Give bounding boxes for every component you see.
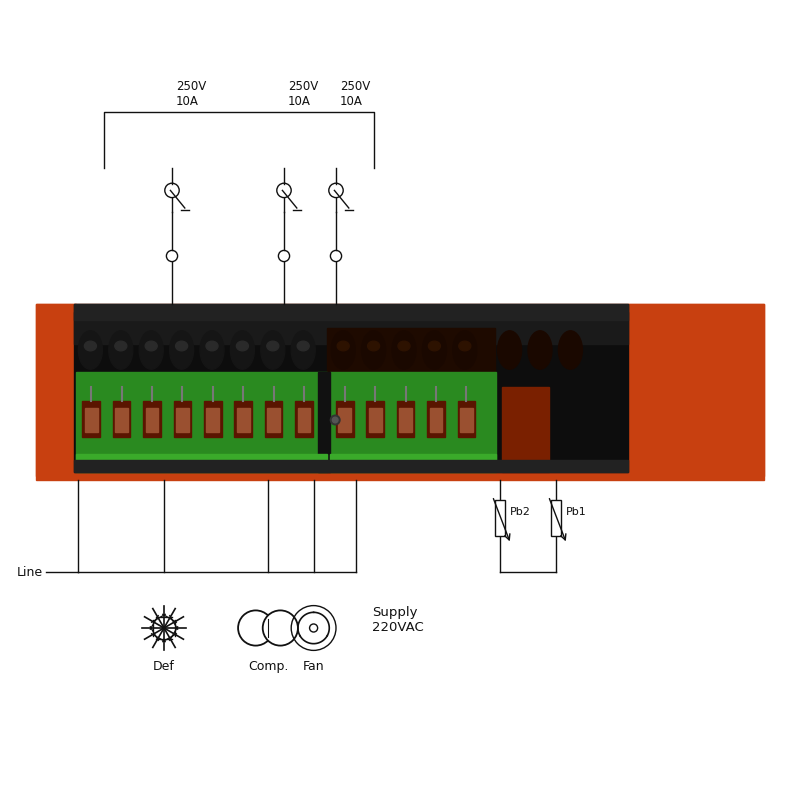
Bar: [174, 401, 191, 437]
Bar: [397, 401, 414, 437]
Ellipse shape: [139, 331, 163, 370]
Ellipse shape: [528, 331, 552, 370]
Bar: [36, 304, 764, 480]
Bar: [336, 401, 354, 437]
Ellipse shape: [206, 341, 218, 350]
Ellipse shape: [146, 341, 157, 350]
Ellipse shape: [170, 331, 194, 370]
Ellipse shape: [291, 331, 315, 370]
Ellipse shape: [498, 331, 522, 370]
Ellipse shape: [237, 341, 249, 350]
Ellipse shape: [331, 331, 355, 370]
Bar: [36, 304, 76, 476]
Text: Line: Line: [16, 566, 42, 578]
Bar: [430, 408, 442, 432]
Text: Def: Def: [153, 660, 175, 673]
Ellipse shape: [176, 341, 188, 350]
Bar: [74, 312, 628, 344]
Text: 250V
10A: 250V 10A: [288, 80, 318, 108]
Text: Pb2: Pb2: [510, 506, 531, 517]
Circle shape: [262, 610, 298, 646]
Ellipse shape: [453, 331, 477, 370]
Ellipse shape: [200, 331, 224, 370]
Bar: [115, 408, 128, 432]
Bar: [143, 401, 161, 437]
Ellipse shape: [338, 341, 350, 350]
Bar: [295, 401, 313, 437]
Bar: [369, 408, 382, 432]
Ellipse shape: [230, 331, 254, 370]
Ellipse shape: [558, 331, 582, 370]
Bar: [327, 328, 495, 372]
Bar: [550, 500, 561, 536]
Bar: [82, 401, 100, 437]
Bar: [399, 408, 412, 432]
Bar: [330, 372, 496, 472]
Ellipse shape: [266, 341, 278, 350]
Text: Pb1: Pb1: [566, 506, 586, 517]
Bar: [502, 387, 549, 472]
Bar: [318, 372, 330, 472]
Ellipse shape: [330, 415, 340, 425]
Bar: [76, 454, 327, 468]
Ellipse shape: [109, 331, 133, 370]
Bar: [113, 401, 130, 437]
Bar: [206, 408, 219, 432]
Text: 250V
10A: 250V 10A: [340, 80, 370, 108]
Ellipse shape: [85, 341, 97, 350]
Bar: [74, 304, 628, 472]
Bar: [234, 401, 252, 437]
Bar: [85, 408, 98, 432]
Ellipse shape: [429, 341, 441, 350]
Circle shape: [310, 624, 318, 632]
Ellipse shape: [422, 331, 446, 370]
Ellipse shape: [78, 331, 102, 370]
Bar: [146, 408, 158, 432]
Bar: [76, 372, 327, 472]
Text: Fan: Fan: [302, 660, 325, 673]
Bar: [338, 408, 351, 432]
Bar: [460, 408, 473, 432]
Bar: [298, 408, 310, 432]
Bar: [74, 304, 628, 320]
Bar: [628, 304, 764, 476]
Bar: [176, 408, 189, 432]
Bar: [458, 401, 475, 437]
Bar: [265, 401, 282, 437]
Text: 250V
10A: 250V 10A: [176, 80, 206, 108]
Ellipse shape: [392, 331, 416, 370]
Bar: [267, 408, 280, 432]
Ellipse shape: [362, 331, 386, 370]
Ellipse shape: [115, 341, 127, 350]
Ellipse shape: [298, 341, 309, 350]
Ellipse shape: [261, 331, 285, 370]
Text: Supply
220VAC: Supply 220VAC: [372, 606, 424, 634]
Ellipse shape: [367, 341, 380, 350]
Bar: [330, 454, 496, 468]
Ellipse shape: [332, 418, 338, 422]
Text: Comp.: Comp.: [248, 660, 288, 673]
Ellipse shape: [459, 341, 471, 350]
Ellipse shape: [398, 341, 410, 350]
Bar: [427, 401, 445, 437]
Bar: [204, 401, 222, 437]
Bar: [494, 500, 506, 536]
Bar: [74, 460, 628, 472]
Bar: [366, 401, 384, 437]
Circle shape: [238, 610, 274, 646]
Bar: [237, 408, 250, 432]
